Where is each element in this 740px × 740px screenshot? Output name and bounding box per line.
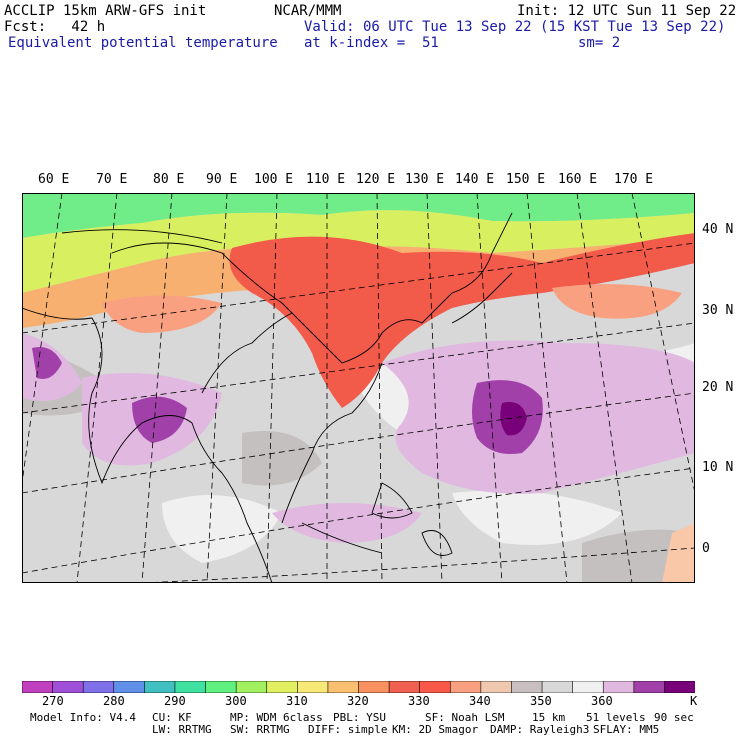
field-green-north [22, 193, 695, 238]
field-purple-core-india [132, 396, 187, 443]
colorbar-swatch [113, 681, 146, 693]
colorbar-swatch [449, 681, 482, 693]
colorbar-label: 330 [408, 694, 430, 708]
footer-item: 51 levels [586, 711, 646, 724]
footer-item: PBL: YSU [333, 711, 386, 724]
field-orange-se [662, 523, 695, 583]
lon-label: 140 E [455, 172, 495, 187]
colorbar-swatch [174, 681, 207, 693]
lon-label: 130 E [405, 172, 445, 187]
colorbar-swatch [633, 681, 666, 693]
field-grey-patches [22, 343, 695, 583]
init-time: Init: 12 UTC Sun 11 Sep 22 [517, 3, 737, 19]
colorbar-label: 340 [469, 694, 491, 708]
colorbar-label: 310 [286, 694, 308, 708]
theta-e-map [22, 193, 695, 583]
lat-label: 0 [702, 541, 710, 556]
smoothing: sm= 2 [578, 35, 621, 51]
colorbar-swatch [144, 681, 176, 693]
lon-label: 160 E [558, 172, 598, 187]
colorbar-label: 280 [103, 694, 125, 708]
colorbar-swatch [419, 681, 452, 693]
footer-item: SW: RRTMG [230, 723, 290, 736]
colorbar-label: 270 [42, 694, 64, 708]
forecast-hour: Fcst: 42 h [4, 19, 106, 35]
lon-label: 150 E [506, 172, 546, 187]
colorbar-swatch [52, 681, 84, 693]
colorbar-swatch [572, 681, 605, 693]
colorbar [22, 681, 695, 693]
field-purple-core-typhoon-eye [500, 402, 527, 436]
colorbar-swatch [22, 681, 54, 693]
lon-label: 110 E [306, 172, 346, 187]
colorbar-label: 300 [225, 694, 247, 708]
colorbar-label: 320 [347, 694, 369, 708]
field-yellow-band [22, 210, 695, 293]
colorbar-swatch [388, 681, 421, 693]
footer-item: MP: WDM 6class [230, 711, 323, 724]
colorbar-swatch [327, 681, 360, 693]
footer-item: LW: RRTMG [152, 723, 212, 736]
field-salmon-patches [102, 284, 682, 333]
center-label: NCAR/MMM [274, 3, 342, 19]
colorbar-swatch [511, 681, 543, 693]
colorbar-swatch [664, 681, 695, 693]
colorbar-label: 350 [530, 694, 552, 708]
lat-label: 10 N [702, 460, 734, 475]
lon-label: 90 E [206, 172, 238, 187]
model-title: ACCLIP 15km ARW-GFS init [4, 3, 207, 19]
lat-label: 30 N [702, 303, 734, 318]
colorbar-swatch [82, 681, 115, 693]
colorbar-swatch [266, 681, 299, 693]
lat-label: 40 N [702, 222, 734, 237]
colorbar-label: 290 [164, 694, 186, 708]
field-red-plume [229, 233, 695, 408]
footer-item: SFLAY: MM5 [593, 723, 660, 736]
level-index: at k-index = 51 [304, 35, 439, 51]
footer-item: Model Info: V4.4 [30, 711, 136, 724]
colorbar-label: 360 [591, 694, 613, 708]
valid-time: Valid: 06 UTC Tue 13 Sep 22 (15 KST Tue … [304, 19, 726, 35]
lat-label: 20 N [702, 380, 734, 395]
lon-label: 100 E [254, 172, 294, 187]
colorbar-units: K [690, 694, 698, 708]
lon-label: 70 E [96, 172, 128, 187]
lon-label: 80 E [153, 172, 185, 187]
footer-item: 15 km [532, 711, 566, 724]
footer-item: KM: 2D Smagor [392, 723, 479, 736]
coastlines [22, 212, 513, 583]
lon-label: 170 E [614, 172, 654, 187]
footer-item: SF: Noah LSM [425, 711, 505, 724]
graticule [22, 193, 695, 583]
lon-label: 60 E [38, 172, 70, 187]
footer-item: DAMP: Rayleigh3 [490, 723, 590, 736]
colorbar-swatch [480, 681, 513, 693]
footer-item: DIFF: simple [308, 723, 388, 736]
colorbar-swatch [205, 681, 237, 693]
colorbar-swatch [235, 681, 268, 693]
footer-item: CU: KF [152, 711, 192, 724]
field-lilac-south [272, 503, 422, 543]
colorbar-swatch [602, 681, 635, 693]
colorbar-swatch [358, 681, 390, 693]
colorbar-swatch [297, 681, 329, 693]
field-name: Equivalent potential temperature [8, 35, 278, 51]
colorbar-swatch [541, 681, 574, 693]
lon-label: 120 E [356, 172, 396, 187]
footer-item: 90 sec [654, 711, 694, 724]
